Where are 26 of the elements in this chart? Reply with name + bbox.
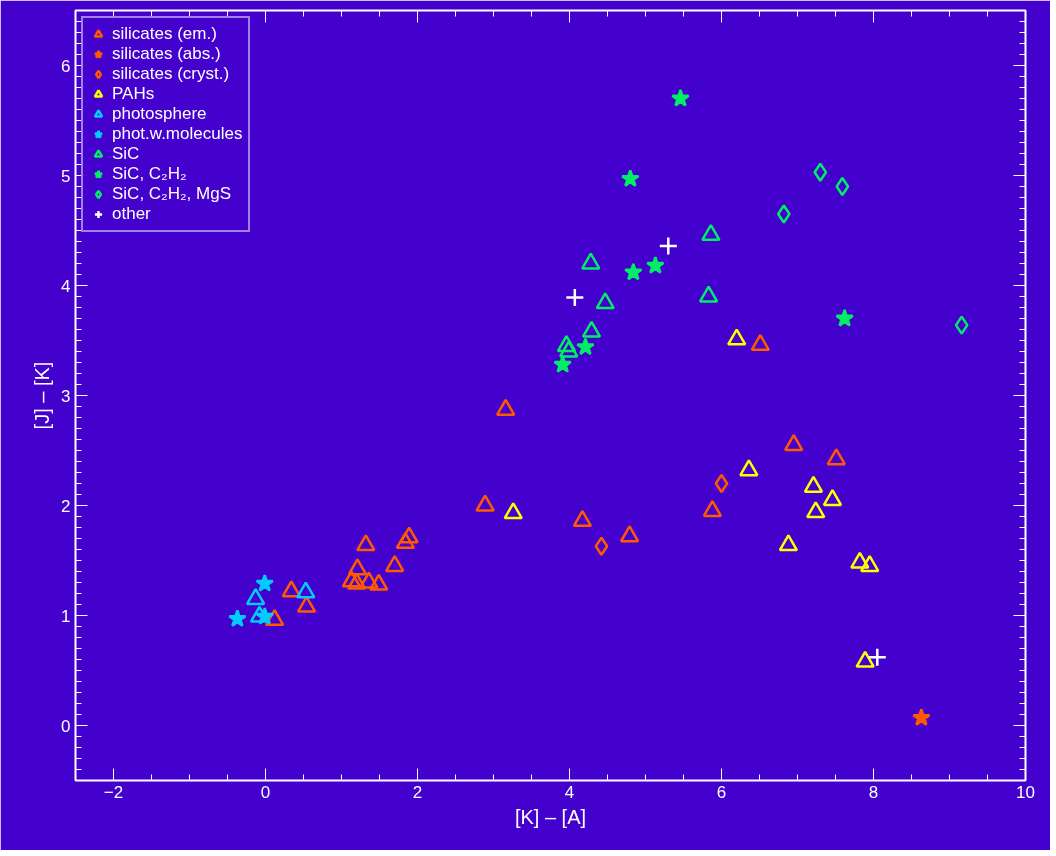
y-tick-label: 3 xyxy=(61,386,71,406)
y-tick-label: 6 xyxy=(61,56,71,76)
legend-label: silicates (em.) xyxy=(112,24,217,44)
legend-label: phot.w.molecules xyxy=(112,124,243,144)
x-tick-label: 2 xyxy=(412,782,423,802)
x-axis-title: [K] – [A] xyxy=(514,805,587,828)
y-tick-label: 1 xyxy=(61,606,71,626)
legend-label: photosphere xyxy=(112,104,207,124)
legend-label: SiC, C₂H₂, MgS xyxy=(112,184,231,204)
x-tick-label: 10 xyxy=(1016,782,1035,802)
legend-label: PAHs xyxy=(112,84,155,104)
y-axis-title: [J] – [K] xyxy=(31,361,54,430)
legend-label: other xyxy=(112,204,151,224)
x-tick-label: 0 xyxy=(260,782,271,802)
x-tick-label: −2 xyxy=(103,782,124,802)
x-tick-label: 8 xyxy=(868,782,879,802)
x-tick-label: 4 xyxy=(564,782,575,802)
legend-label: silicates (abs.) xyxy=(112,44,221,64)
legend-label: SiC, C₂H₂ xyxy=(112,164,187,184)
legend-label: silicates (cryst.) xyxy=(112,64,230,84)
y-tick-label: 2 xyxy=(61,496,71,516)
x-tick-label: 6 xyxy=(716,782,727,802)
y-tick-label: 5 xyxy=(61,166,71,186)
legend-label: SiC xyxy=(112,144,140,164)
y-tick-label: 0 xyxy=(61,716,71,736)
y-tick-label: 4 xyxy=(61,276,71,296)
